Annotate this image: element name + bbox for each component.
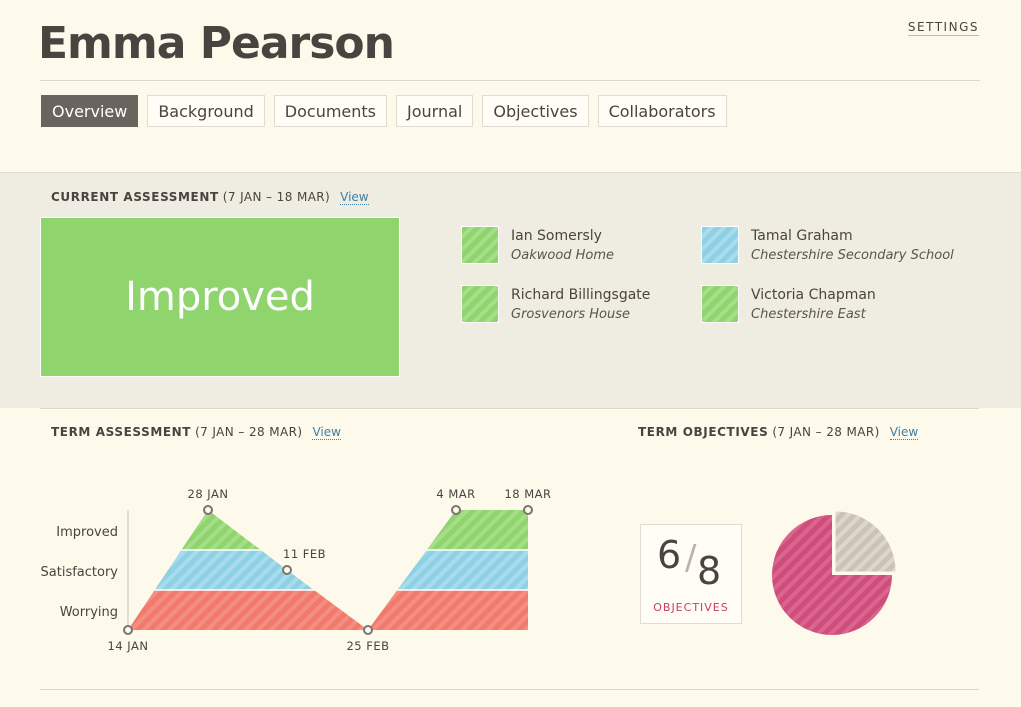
collaborator-name: Ian Somersly (511, 228, 602, 244)
tab-objectives[interactable]: Objectives (482, 95, 589, 127)
term-assessment-chart: Worrying Satisfactory Improved 14 JAN 28 JA… (41, 487, 552, 653)
term-objectives-heading: TERM OBJECTIVES (7 JAN – 28 MAR) View (638, 425, 919, 440)
area-bands (128, 510, 528, 630)
data-point[interactable] (523, 505, 533, 515)
band-improved (128, 510, 528, 550)
collaborator-org: Grosvenors House (511, 307, 631, 322)
objectives-slash: / (685, 538, 697, 578)
status-swatch (701, 285, 739, 323)
current-assessment-panel: CURRENT ASSESSMENT (7 JAN – 18 MAR) View I… (0, 172, 1021, 408)
tab-journal[interactable]: Journal (396, 95, 474, 127)
current-assessment-range: (7 JAN – 18 MAR) (222, 190, 331, 204)
collaborator-name: Victoria Chapman (751, 287, 876, 303)
tab-bar: Overview Background Documents Journal Ob… (41, 95, 727, 127)
objectives-completed: 6 (657, 533, 682, 577)
data-point[interactable] (123, 625, 133, 635)
current-assessment-label: CURRENT ASSESSMENT (51, 190, 219, 204)
y-axis-label: Satisfactory (41, 565, 119, 580)
data-point[interactable] (363, 625, 373, 635)
data-point-label: 4 MAR (436, 487, 475, 501)
objectives-counter: 6 / 8 OBJECTIVES (640, 524, 742, 624)
y-axis-labels: Worrying Satisfactory Improved (41, 525, 119, 620)
pie-slice-remaining (835, 511, 896, 572)
data-points: 14 JAN 28 JAN 11 FEB 25 FEB 4 MAR 18 MAR (108, 487, 552, 653)
term-objectives-view-link[interactable]: View (889, 425, 919, 440)
collaborator-org: Oakwood Home (511, 248, 615, 263)
footer-divider (40, 689, 979, 690)
data-point-label: 28 JAN (188, 487, 229, 501)
status-swatch (461, 226, 499, 264)
page-title: Emma Pearson (38, 18, 395, 69)
status-swatch (701, 226, 739, 264)
term-assessment-label: TERM ASSESSMENT (51, 425, 192, 439)
objectives-caption: OBJECTIVES (653, 601, 729, 614)
y-axis-label: Improved (56, 525, 118, 540)
tab-background[interactable]: Background (147, 95, 265, 127)
term-assessment-range: (7 JAN – 28 MAR) (195, 425, 303, 439)
collaborator-name: Richard Billingsgate (511, 287, 651, 303)
collaborator-card[interactable]: Victoria Chapman Chestershire East (701, 285, 876, 324)
collaborator-card[interactable]: Richard Billingsgate Grosvenors House (461, 285, 650, 324)
band-worrying (128, 590, 528, 630)
data-point[interactable] (282, 565, 292, 575)
current-assessment-heading: CURRENT ASSESSMENT (7 JAN – 18 MAR) View (51, 190, 369, 205)
section-divider (40, 408, 979, 409)
current-status-badge: Improved (40, 217, 400, 377)
objectives-total: 8 (697, 549, 722, 593)
current-status-label: Improved (125, 274, 315, 320)
term-objectives-range: (7 JAN – 28 MAR) (772, 425, 880, 439)
collaborator-org: Chestershire East (751, 307, 866, 322)
data-point-label: 11 FEB (283, 547, 326, 561)
collaborator-card[interactable]: Ian Somersly Oakwood Home (461, 226, 614, 265)
objectives-pie-chart (772, 511, 896, 635)
data-point-label: 25 FEB (346, 639, 389, 653)
data-point-label: 18 MAR (504, 487, 551, 501)
data-point[interactable] (203, 505, 213, 515)
tab-overview[interactable]: Overview (41, 95, 139, 127)
band-satisfactory (128, 550, 528, 590)
pie-slice-completed (772, 515, 892, 635)
data-point[interactable] (451, 505, 461, 515)
current-assessment-view-link[interactable]: View (340, 190, 369, 205)
collaborator-card[interactable]: Tamal Graham Chestershire Secondary Scho… (701, 226, 954, 265)
y-axis-label: Worrying (60, 605, 118, 620)
term-objectives-label: TERM OBJECTIVES (638, 425, 769, 439)
settings-link[interactable]: SETTINGS (907, 20, 979, 36)
data-point-label: 14 JAN (108, 639, 149, 653)
status-swatch (461, 285, 499, 323)
collaborator-org: Chestershire Secondary School (751, 248, 954, 263)
header-divider (40, 80, 980, 81)
term-assessment-heading: TERM ASSESSMENT (7 JAN – 28 MAR) View (51, 425, 341, 440)
tab-collaborators[interactable]: Collaborators (597, 95, 727, 127)
collaborator-name: Tamal Graham (751, 228, 853, 244)
tab-documents[interactable]: Documents (273, 95, 388, 127)
term-assessment-view-link[interactable]: View (312, 425, 341, 440)
